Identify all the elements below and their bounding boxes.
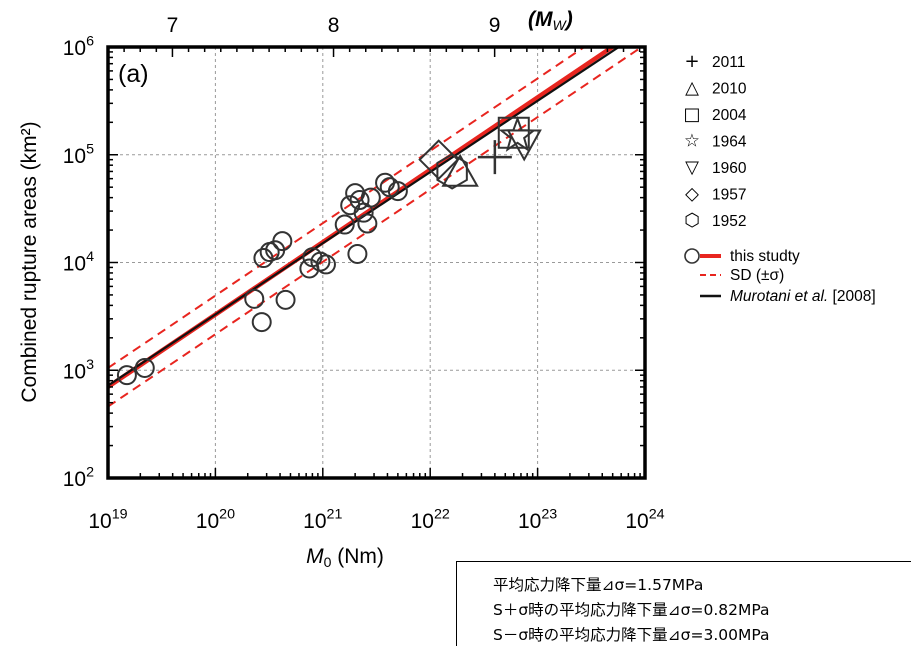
legend-symbol-2011: +	[684, 51, 699, 72]
legend-label-1957: 1957	[712, 187, 746, 204]
y-tick-label-4: 104	[63, 249, 94, 275]
point-this-studty-15	[357, 213, 378, 234]
grid-lines	[108, 47, 645, 478]
point-this-studty-23	[387, 181, 408, 202]
top-axis-tick-9: 9	[489, 14, 501, 37]
legend-symbol-1957: ◇	[685, 184, 699, 205]
y-tick-label-2: 102	[63, 465, 94, 491]
y-tick-label-6: 106	[63, 34, 94, 60]
legend-line-label-0: this studty	[730, 248, 800, 265]
point-this-studty-21	[375, 172, 396, 193]
legend-circle	[684, 248, 700, 264]
point-this-studty-14	[347, 243, 368, 264]
y-tick-label-3: 103	[63, 357, 94, 383]
legend-line-label-2: Murotani et al. [2008]	[730, 288, 876, 305]
point-this-studty-18	[349, 190, 370, 211]
fit-lines	[108, 47, 644, 408]
top-axis-tick-7: 7	[167, 14, 179, 37]
fit-line-3	[108, 47, 621, 387]
point-1957-0	[418, 139, 460, 181]
y-axis-label: Combined rupture areas (km²)	[18, 121, 41, 402]
point-this-studty-4	[275, 289, 296, 310]
point-1952-0	[436, 153, 468, 190]
top-axis-label: (MW)	[528, 8, 573, 33]
point-this-studty-13	[334, 214, 355, 235]
point-2004-0	[497, 116, 530, 149]
legend-symbol-1960: ▽	[685, 157, 699, 178]
x-axis-label: M0 (Nm)	[306, 545, 384, 570]
x-tick-label-21: 1021	[303, 507, 342, 533]
point-this-studty-1	[134, 357, 155, 378]
legend-label-1960: 1960	[712, 160, 747, 177]
top-axis-tick-8: 8	[328, 14, 340, 37]
y-tick-label-5: 105	[63, 141, 94, 167]
stress-drop-note: 平均応力降下量⊿σ=1.57MPa S＋σ時の平均応力降下量⊿σ=0.82MPa…	[456, 561, 911, 646]
legend-label-2010: 2010	[712, 81, 747, 98]
legend-label-1952: 1952	[712, 213, 746, 230]
point-this-studty-8	[272, 231, 293, 252]
point-this-studty-0	[116, 365, 137, 386]
x-tick-label-24: 1024	[625, 507, 664, 533]
data-points	[116, 115, 542, 386]
point-this-studty-20	[360, 187, 381, 208]
legend-symbol-2004: □	[683, 104, 700, 125]
x-tick-label-23: 1023	[518, 507, 557, 533]
point-this-studty-3	[251, 312, 272, 333]
point-2010-0	[441, 153, 479, 187]
note-line-plus-sigma: S＋σ時の平均応力降下量⊿σ=0.82MPa	[493, 601, 770, 619]
legend-label-1964: 1964	[712, 134, 747, 151]
legend-label-2004: 2004	[712, 107, 747, 124]
point-1960-0	[506, 129, 542, 162]
point-2011-0	[477, 140, 512, 175]
x-tick-label-19: 1019	[88, 507, 127, 533]
legend-label-2011: 2011	[712, 54, 745, 71]
note-line-minus-sigma: S－σ時の平均応力降下量⊿σ=3.00MPa	[493, 626, 770, 644]
legend: +2011 △ 2010 □ 2004 ☆ 1964 ▽ 1960 ◇ 1957 ⬡ 1952 this …	[683, 51, 875, 305]
point-this-studty-2	[244, 288, 265, 309]
axis-ticks	[107, 47, 645, 479]
legend-symbol-1964: ☆	[684, 131, 700, 152]
panel-label: (a)	[118, 60, 149, 88]
point-this-studty-12	[315, 254, 336, 275]
legend-symbol-1952: ⬡	[684, 210, 700, 231]
x-tick-label-22: 1022	[411, 507, 450, 533]
note-line-mean: 平均応力降下量⊿σ=1.57MPa	[493, 576, 704, 594]
x-tick-label-20: 1020	[196, 507, 235, 533]
legend-symbol-2010: △	[685, 78, 699, 99]
legend-line-label-1: SD (±σ)	[730, 267, 784, 284]
